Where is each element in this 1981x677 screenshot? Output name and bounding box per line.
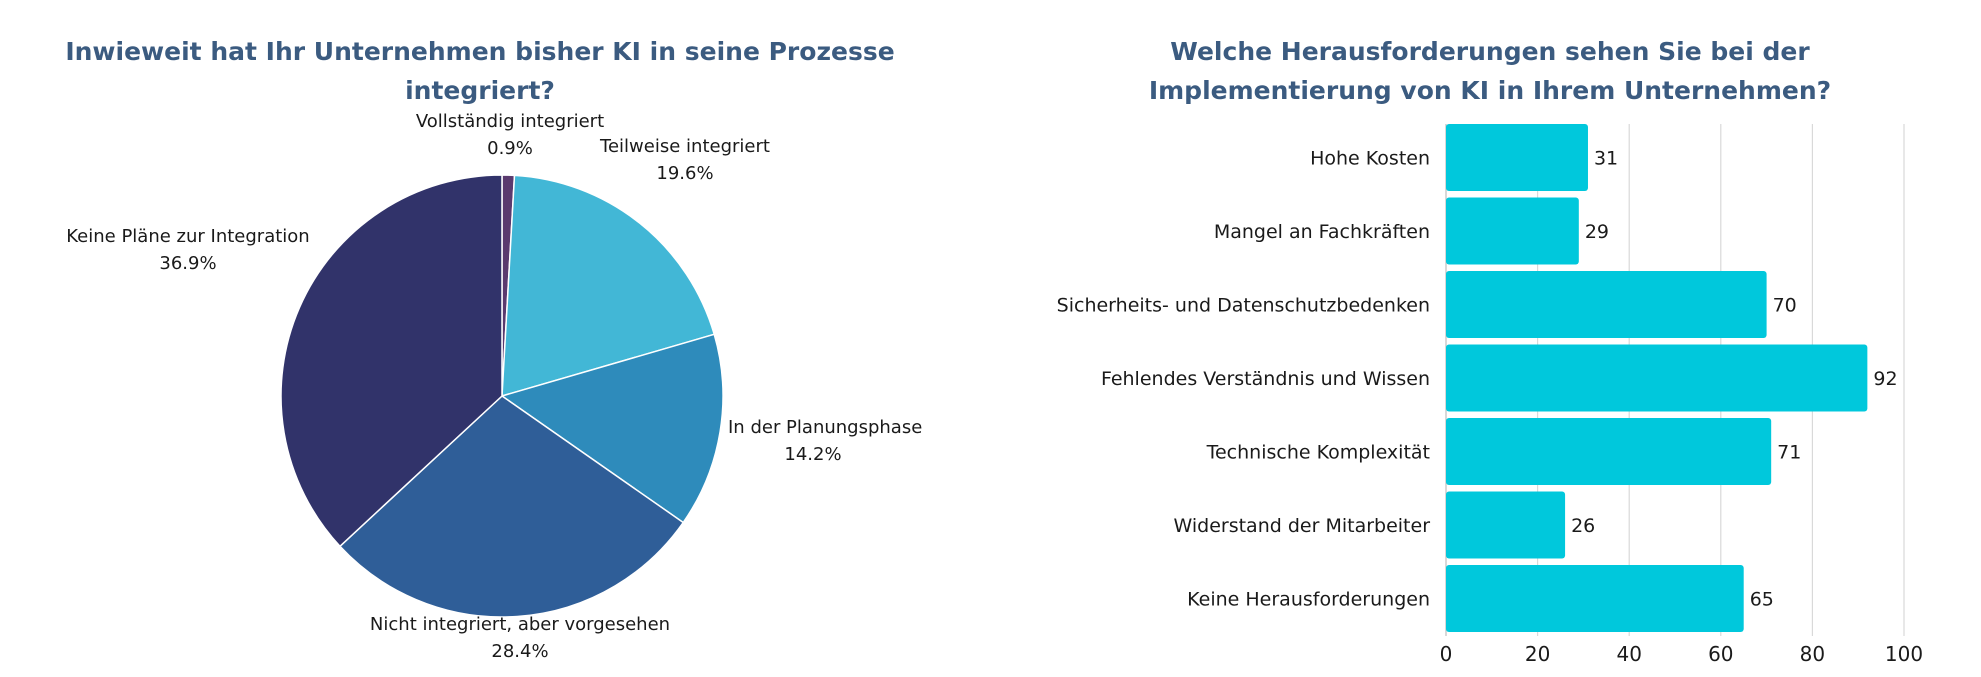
pie-label-vollstandig-integriert: Vollständig integriert xyxy=(416,111,604,132)
value-label-keine-herausforderungen: 65 xyxy=(1750,589,1774,611)
category-label-sicherheits-und-datenschutzbedenken: Sicherheits- und Datenschutzbedenken xyxy=(1057,295,1430,317)
pie-value-vollstandig-integriert: 0.9% xyxy=(487,138,533,159)
bar-widerstand-der-mitarbeiter xyxy=(1446,491,1566,559)
pie-slice-in-der-planungsphase xyxy=(500,333,724,524)
bar-title-line-2: Implementierung von KI in Ihrem Unterneh… xyxy=(1149,76,1831,105)
value-label-mangel-an-fachkraften: 29 xyxy=(1585,221,1609,243)
category-label-fehlendes-verstandnis-und-wissen: Fehlendes Verständnis und Wissen xyxy=(1101,368,1430,390)
bar-title-line-1: Welche Herausforderungen sehen Sie bei d… xyxy=(1170,37,1810,66)
x-tick-label-60: 60 xyxy=(1708,642,1733,666)
x-tick-label-20: 20 xyxy=(1525,642,1550,666)
pie-value-nicht-integriert-aber-vorgesehen: 28.4% xyxy=(491,641,548,662)
category-label-mangel-an-fachkraften: Mangel an Fachkräften xyxy=(1214,221,1430,243)
x-tick-label-0: 0 xyxy=(1440,642,1453,666)
bar-technische-komplexitat xyxy=(1446,418,1772,485)
pie-value-teilweise-integriert: 19.6% xyxy=(656,163,713,184)
value-label-fehlendes-verstandnis-und-wissen: 92 xyxy=(1873,368,1897,390)
category-label-widerstand-der-mitarbeiter: Widerstand der Mitarbeiter xyxy=(1174,515,1431,537)
bar-hohe-kosten xyxy=(1446,124,1588,191)
category-label-technische-komplexitat: Technische Komplexität xyxy=(1206,442,1430,464)
pie-title-line-2: integriert? xyxy=(405,76,555,105)
pie-chart: Inwieweit hat Ihr Unternehmen bisher KI … xyxy=(65,37,922,662)
pie-slice-nicht-integriert-aber-vorgesehen xyxy=(338,395,685,618)
value-label-technische-komplexitat: 71 xyxy=(1777,442,1801,464)
pie-value-keine-plane-zur-integration: 36.9% xyxy=(159,253,216,274)
bar-mangel-an-fachkraften xyxy=(1446,197,1579,265)
bar-sicherheits-und-datenschutzbedenken xyxy=(1446,271,1767,338)
bar-keine-herausforderungen xyxy=(1446,565,1744,632)
pie-value-in-der-planungsphase: 14.2% xyxy=(784,444,841,465)
x-tick-label-100: 100 xyxy=(1885,642,1923,666)
pie-label-teilweise-integriert: Teilweise integriert xyxy=(599,136,770,157)
x-tick-label-40: 40 xyxy=(1616,642,1641,666)
pie-label-keine-plane-zur-integration: Keine Pläne zur Integration xyxy=(66,226,309,247)
pie-label-in-der-planungsphase: In der Planungsphase xyxy=(728,417,922,438)
x-tick-label-80: 80 xyxy=(1800,642,1825,666)
category-label-keine-herausforderungen: Keine Herausforderungen xyxy=(1187,589,1430,611)
pie-slice-teilweise-integriert xyxy=(501,174,716,398)
value-label-sicherheits-und-datenschutzbedenken: 70 xyxy=(1773,295,1797,317)
pie-title-line-1: Inwieweit hat Ihr Unternehmen bisher KI … xyxy=(65,37,894,66)
value-label-widerstand-der-mitarbeiter: 26 xyxy=(1571,515,1595,537)
pie-label-nicht-integriert-aber-vorgesehen: Nicht integriert, aber vorgesehen xyxy=(370,614,670,635)
pie-slice-keine-plane-zur-integration xyxy=(280,174,503,548)
bar-fehlendes-verstandnis-und-wissen xyxy=(1446,344,1868,412)
value-label-hohe-kosten: 31 xyxy=(1594,148,1618,170)
category-label-hohe-kosten: Hohe Kosten xyxy=(1310,148,1430,170)
